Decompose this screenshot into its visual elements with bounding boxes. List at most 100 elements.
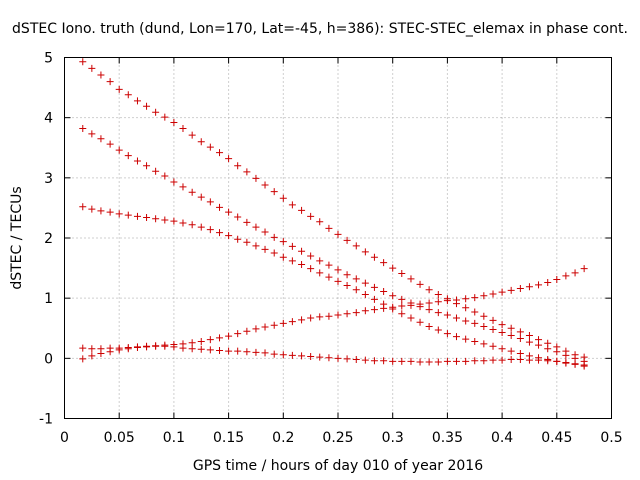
- data-point: [143, 162, 151, 170]
- y-tick-label: 0: [44, 351, 53, 367]
- data-point: [480, 292, 488, 300]
- data-point: [334, 354, 342, 362]
- data-point: [425, 322, 433, 330]
- data-point: [179, 344, 187, 352]
- data-point: [452, 357, 460, 365]
- data-point: [480, 340, 488, 348]
- data-point: [261, 245, 269, 253]
- x-tick-label: 0.2: [272, 430, 294, 446]
- data-point: [571, 360, 579, 368]
- data-point: [325, 312, 333, 320]
- data-point: [316, 269, 324, 277]
- data-point: [188, 221, 196, 229]
- data-point: [416, 358, 424, 366]
- data-point: [352, 356, 360, 364]
- data-point: [361, 291, 369, 299]
- data-point: [416, 280, 424, 288]
- data-point: [115, 85, 123, 93]
- data-point: [535, 281, 543, 289]
- data-point: [261, 228, 269, 236]
- data-point: [161, 172, 169, 180]
- data-point: [498, 321, 506, 329]
- data-point: [489, 290, 497, 298]
- data-point: [197, 223, 205, 231]
- data-point: [216, 347, 224, 355]
- y-tick-label: 5: [44, 51, 53, 67]
- data-point: [161, 113, 169, 121]
- data-point: [516, 328, 524, 336]
- data-point: [206, 226, 214, 234]
- data-point: [252, 348, 260, 356]
- data-point: [452, 296, 460, 304]
- data-point: [79, 58, 87, 66]
- data-point: [97, 135, 105, 143]
- data-point: [88, 352, 96, 360]
- data-point: [334, 311, 342, 319]
- data-point: [398, 357, 406, 365]
- data-point: [471, 308, 479, 316]
- data-point: [170, 178, 178, 186]
- data-point: [361, 248, 369, 256]
- y-tick-label: 3: [44, 171, 53, 187]
- data-point: [106, 208, 114, 216]
- x-tick-label: 0.25: [322, 430, 353, 446]
- data-point: [343, 310, 351, 318]
- grid: [64, 57, 612, 419]
- data-point: [516, 285, 524, 293]
- x-tick-label: 0.1: [163, 430, 185, 446]
- data-point: [307, 212, 315, 220]
- y-tick-label: 4: [44, 111, 53, 127]
- data-point: [88, 205, 96, 213]
- data-point: [325, 224, 333, 232]
- data-point: [462, 295, 470, 303]
- data-point: [480, 357, 488, 365]
- data-point: [152, 108, 160, 116]
- y-tick-label: -1: [39, 412, 53, 428]
- data-point: [298, 352, 306, 360]
- data-point: [243, 327, 251, 335]
- data-point: [462, 357, 470, 365]
- data-point: [407, 357, 415, 365]
- data-point: [398, 269, 406, 277]
- data-point: [170, 118, 178, 126]
- series-series-2: [79, 124, 588, 365]
- data-point: [434, 358, 442, 366]
- data-point: [88, 64, 96, 72]
- data-point: [416, 318, 424, 326]
- data-point: [124, 91, 132, 99]
- axis-ticks: 0 0.05 0.1 0.15 0.2 0.25 0.3 0.35 0.4 0.45 0.5 -1 0 1…: [39, 51, 623, 447]
- data-point: [370, 283, 378, 291]
- data-point: [252, 174, 260, 182]
- data-point: [216, 203, 224, 211]
- data-point: [234, 162, 242, 170]
- data-point: [352, 275, 360, 283]
- data-point: [407, 275, 415, 283]
- data-point: [307, 252, 315, 260]
- data-point: [544, 345, 552, 353]
- data-point: [152, 342, 160, 350]
- data-point: [225, 332, 233, 340]
- data-point: [288, 201, 296, 209]
- data-point: [261, 181, 269, 189]
- data-point: [252, 242, 260, 250]
- data-point: [79, 355, 87, 363]
- x-tick-label: 0.45: [541, 430, 572, 446]
- data-point: [216, 229, 224, 237]
- data-point: [234, 330, 242, 338]
- y-tick-label: 2: [44, 231, 53, 247]
- data-point: [179, 219, 187, 227]
- data-point: [115, 346, 123, 354]
- data-point: [471, 319, 479, 327]
- data-point: [124, 152, 132, 160]
- data-point: [471, 294, 479, 302]
- data-point: [389, 303, 397, 311]
- data-point: [562, 272, 570, 280]
- data-point: [471, 357, 479, 365]
- data-point: [316, 218, 324, 226]
- data-point: [489, 342, 497, 350]
- data-point: [106, 78, 114, 86]
- x-tick-label: 0.35: [432, 430, 463, 446]
- data-point: [206, 346, 214, 354]
- data-point: [307, 353, 315, 361]
